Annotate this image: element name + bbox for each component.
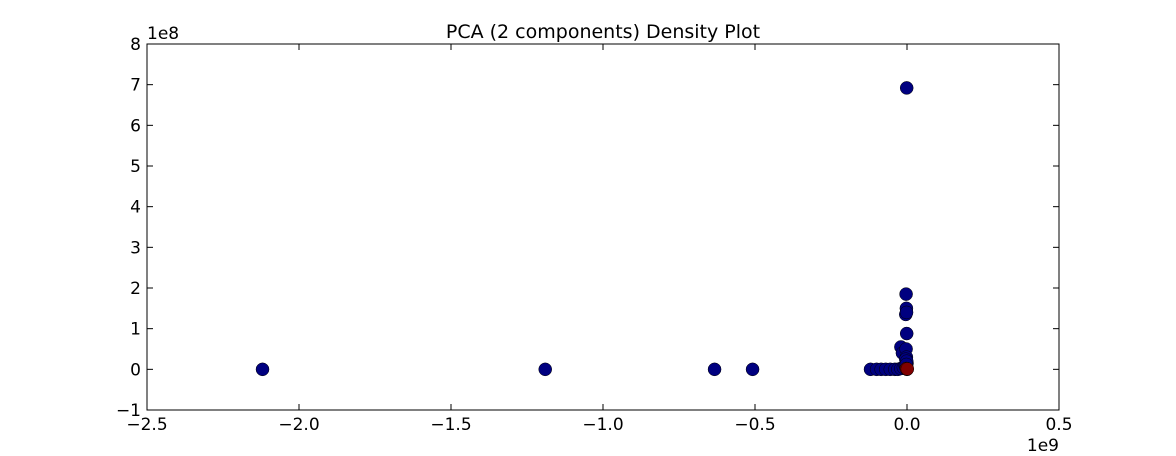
x-tick-label: −1.5 — [430, 415, 471, 435]
y-tick-label: 6 — [130, 116, 141, 136]
y-tick-label: 8 — [130, 35, 141, 55]
x-tick-label: 0.0 — [893, 415, 920, 435]
chart-title: PCA (2 components) Density Plot — [446, 21, 760, 43]
y-tick-label: 7 — [130, 76, 141, 96]
y-tick-label: 3 — [130, 238, 141, 258]
y-tick-label: 4 — [130, 198, 141, 218]
data-point — [899, 326, 914, 341]
y-tick-label: 1 — [130, 320, 141, 340]
x-axis-multiplier-label: 1e9 — [1027, 436, 1059, 456]
points-layer — [255, 81, 915, 377]
y-tick-label: 5 — [130, 157, 141, 177]
data-point — [745, 362, 760, 377]
plot-frame — [146, 43, 1060, 411]
y-tick-label: 2 — [130, 279, 141, 299]
data-point — [899, 305, 914, 320]
y-tick-label: 0 — [130, 360, 141, 380]
y-axis-multiplier-label: 1e8 — [147, 24, 179, 44]
x-tick-label: −1.0 — [582, 415, 623, 435]
data-point — [707, 362, 722, 377]
x-tick-label: −2.0 — [278, 415, 319, 435]
data-point — [899, 81, 914, 95]
data-point — [255, 362, 270, 377]
data-point — [538, 362, 552, 377]
data-point — [900, 362, 915, 376]
y-tick-label: −1 — [116, 401, 141, 421]
data-point — [899, 287, 913, 301]
x-tick-label: −0.5 — [734, 415, 775, 435]
x-tick-label: −2.5 — [126, 415, 167, 435]
x-tick-label: 0.5 — [1045, 415, 1072, 435]
